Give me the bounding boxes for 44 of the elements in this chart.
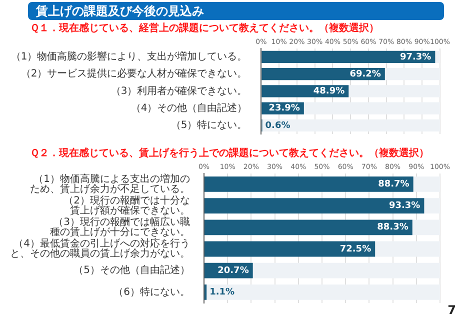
data-label: 1.1% [210, 288, 235, 298]
chart-subtitle: Ｑ１．現在感じている、経営上の課題について教えてください。（複数選択） [30, 22, 380, 36]
data-label: 88.3% [377, 222, 408, 233]
y-tick-label: （3）利用者が確保できない。 [110, 84, 248, 97]
bar [412, 220, 440, 236]
text: 賃上げの課題及び今後の見込み [28, 2, 444, 20]
data-label: 72.5% [340, 244, 372, 254]
y-tick-label: （2）現行の報酬では十分な賃上げ額が確保できない。 [64, 194, 190, 216]
chart-title: Ｑ２．現在感じている、賃上げを行う上での課題について教えてください。（複数選択） [30, 147, 430, 161]
data-label: 88.7% [378, 180, 410, 190]
bar [435, 50, 440, 64]
bar [375, 241, 440, 257]
text: 7 [448, 303, 456, 317]
bar [262, 85, 349, 98]
data-label: 69.2% [350, 69, 381, 80]
y-tick-label: （5）特にない。 [170, 119, 248, 132]
data-label: 93.3% [388, 201, 420, 212]
y-tick-label: （4）最低賃金の引上げへの対応を行うと、その他の職員の賃上げ余力がない。 [10, 238, 190, 260]
data-label: 20.7% [218, 266, 249, 276]
y-tick-label: （4）その他（自由記述） [130, 102, 248, 114]
data-label: 48.9% [313, 86, 345, 97]
bar [262, 119, 440, 132]
data-label: 97.3% [400, 52, 432, 62]
y-tick-label: （2）サービス提供に必要な人材が確保できない。 [20, 68, 248, 80]
bar [413, 176, 440, 192]
bar [262, 68, 385, 80]
bar [204, 176, 414, 192]
data-label: 23.9% [268, 104, 300, 114]
bar [204, 241, 376, 257]
bar [252, 262, 440, 278]
y-tick-label: （5）その他（自由記述） [74, 264, 190, 276]
bar [384, 68, 440, 80]
bar [204, 220, 412, 236]
bar [204, 198, 424, 214]
y-tick-label: （1）物価高騰の影響により、支出が増加している。 [10, 50, 248, 63]
y-tick-label: （3）現行の報酬では幅広い職種の賃上げが十分にできない。 [50, 216, 190, 238]
bar [348, 85, 440, 98]
bar [206, 284, 440, 300]
bar [424, 198, 440, 214]
bar [262, 50, 436, 64]
data-label: 0.6% [265, 120, 290, 131]
bar [304, 102, 440, 114]
y-tick-label: （1）物価高騰による支出の増加のため、賃上げ余力が不足している。 [30, 172, 190, 195]
y-tick-label: （6）特にない。 [114, 286, 190, 298]
